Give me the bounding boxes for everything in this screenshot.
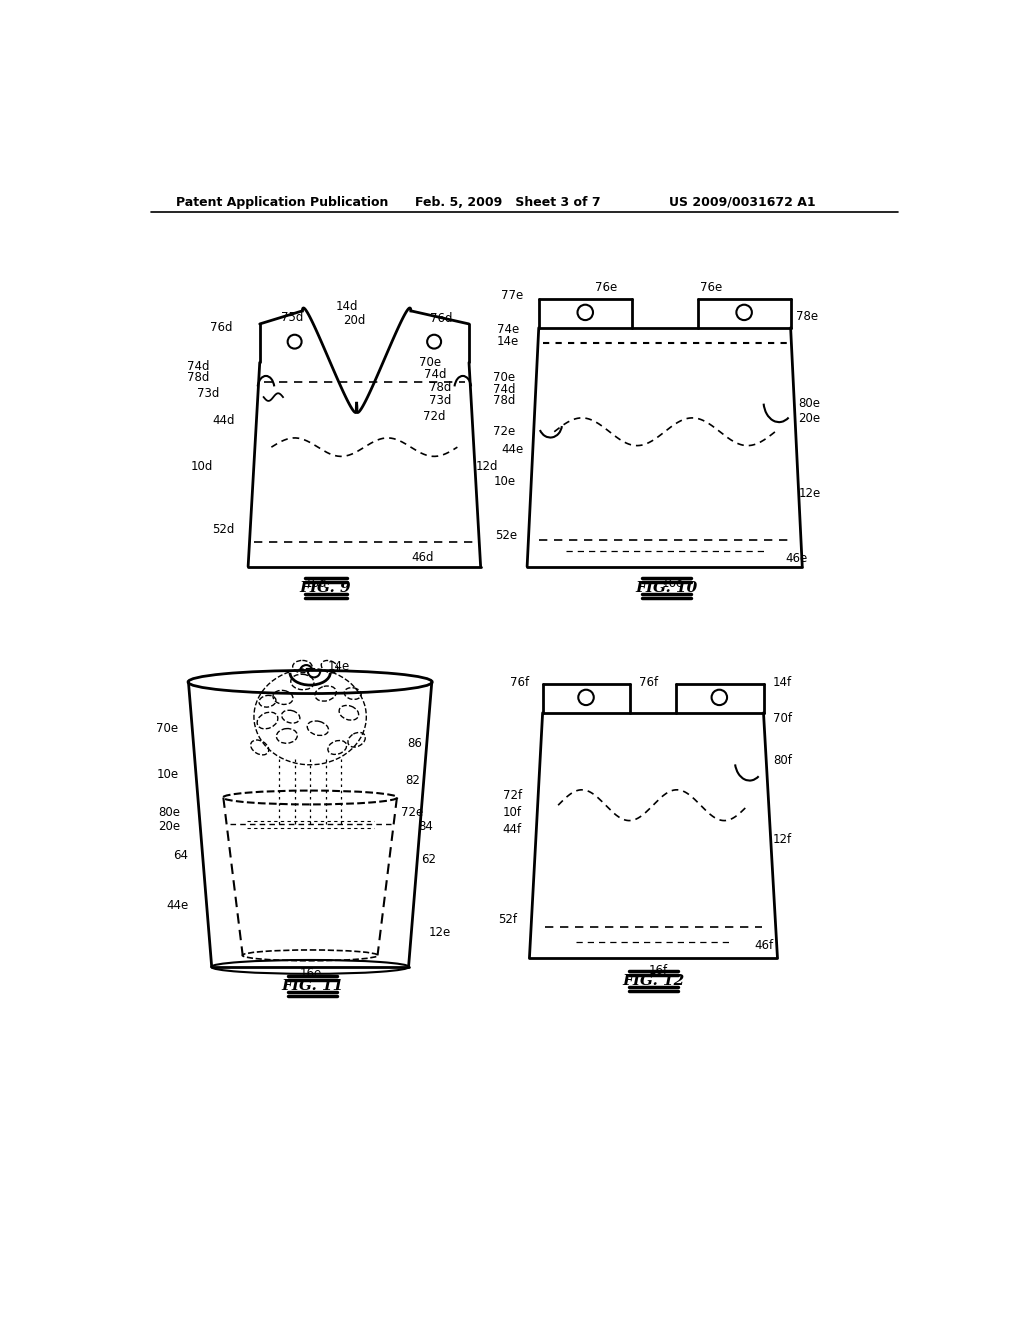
Text: 44e: 44e <box>501 444 523 455</box>
Text: 46d: 46d <box>411 550 433 564</box>
Text: 12e: 12e <box>799 487 820 500</box>
Text: 72f: 72f <box>503 789 521 803</box>
Text: 78e: 78e <box>796 310 818 323</box>
Text: 62: 62 <box>421 853 436 866</box>
Text: 16f: 16f <box>649 964 668 977</box>
Text: 12f: 12f <box>773 833 792 846</box>
Text: FIG. 11: FIG. 11 <box>282 979 344 993</box>
Text: 78d: 78d <box>429 381 452 395</box>
Text: 80e: 80e <box>799 397 820 409</box>
Text: 52f: 52f <box>498 912 517 925</box>
Text: 10e: 10e <box>494 475 515 488</box>
Text: 70e: 70e <box>494 371 515 384</box>
Text: 76d: 76d <box>210 321 232 334</box>
Text: 64: 64 <box>173 849 188 862</box>
Text: 75d: 75d <box>282 310 304 323</box>
Text: 14e: 14e <box>497 335 519 348</box>
Text: 10d: 10d <box>190 459 213 473</box>
Text: FIG. 10: FIG. 10 <box>636 581 697 595</box>
Text: 20e: 20e <box>799 412 820 425</box>
Text: 76e: 76e <box>700 281 722 294</box>
Text: 74e: 74e <box>497 323 519 335</box>
Text: 16e: 16e <box>662 577 683 590</box>
Text: 10f: 10f <box>503 807 521 820</box>
Text: 76e: 76e <box>595 281 616 294</box>
Text: 46f: 46f <box>755 939 773 952</box>
Text: 44e: 44e <box>166 899 188 912</box>
Text: 44f: 44f <box>503 824 521 837</box>
Text: 76f: 76f <box>510 676 529 689</box>
Text: 74d: 74d <box>493 383 515 396</box>
Text: 78d: 78d <box>494 395 515 408</box>
Text: 52e: 52e <box>495 529 517 543</box>
Text: 80f: 80f <box>773 754 792 767</box>
Text: 46e: 46e <box>785 552 808 565</box>
Text: 80e: 80e <box>159 807 180 820</box>
Text: 70f: 70f <box>773 713 792 726</box>
Text: 70e: 70e <box>419 356 440 370</box>
Text: 77e: 77e <box>501 289 523 302</box>
Text: 52d: 52d <box>213 523 234 536</box>
Text: 78d: 78d <box>187 371 209 384</box>
Text: Feb. 5, 2009   Sheet 3 of 7: Feb. 5, 2009 Sheet 3 of 7 <box>415 195 600 209</box>
Text: 73d: 73d <box>429 395 452 408</box>
Text: 74d: 74d <box>186 360 209 372</box>
Text: 72e: 72e <box>494 425 515 438</box>
Text: FIG. 9: FIG. 9 <box>300 581 351 595</box>
Text: 70e: 70e <box>157 722 178 735</box>
Text: 14f: 14f <box>773 676 792 689</box>
Text: 76d: 76d <box>430 312 453 325</box>
Text: 73d: 73d <box>197 387 219 400</box>
Text: 12e: 12e <box>429 925 451 939</box>
Text: 76f: 76f <box>640 676 658 689</box>
Text: 20e: 20e <box>159 820 180 833</box>
Text: 14d: 14d <box>336 300 358 313</box>
Text: 74d: 74d <box>424 367 446 380</box>
Text: FIG. 12: FIG. 12 <box>623 974 685 987</box>
Text: 16d: 16d <box>305 577 328 590</box>
Text: 14e: 14e <box>328 660 350 673</box>
Text: US 2009/0031672 A1: US 2009/0031672 A1 <box>669 195 815 209</box>
Text: 86: 86 <box>407 737 422 750</box>
Text: 20d: 20d <box>343 314 366 326</box>
Text: 84: 84 <box>419 820 433 833</box>
Text: 82: 82 <box>406 774 420 787</box>
Text: 72e: 72e <box>400 807 423 820</box>
Text: 44d: 44d <box>212 413 234 426</box>
Text: 16e: 16e <box>300 966 323 979</box>
Text: Patent Application Publication: Patent Application Publication <box>176 195 388 209</box>
Text: 72d: 72d <box>423 409 445 422</box>
Text: 10e: 10e <box>157 768 178 781</box>
Text: 12d: 12d <box>475 459 498 473</box>
